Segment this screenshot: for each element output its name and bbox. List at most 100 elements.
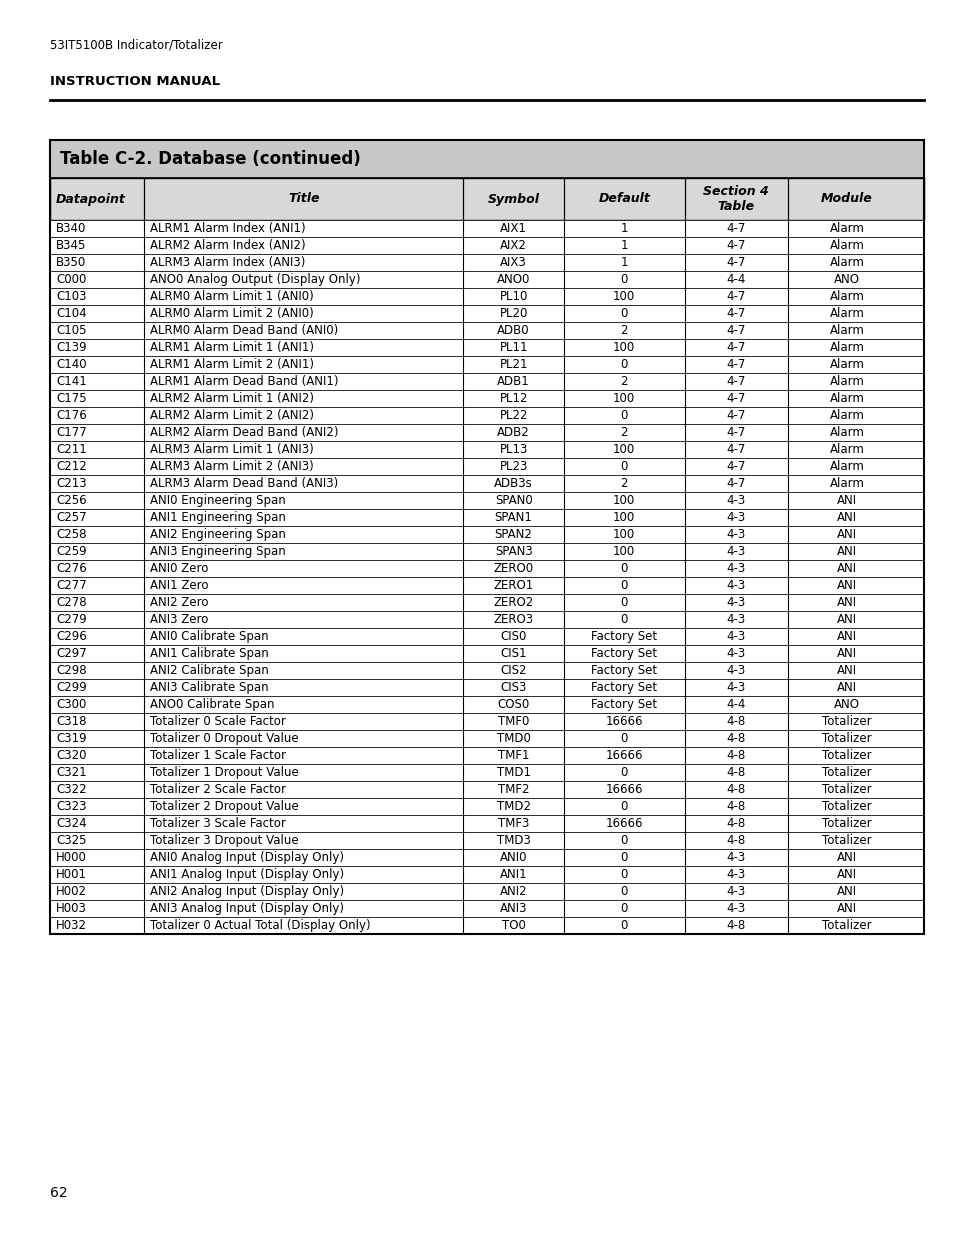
Text: C324: C324 [56,818,87,830]
Text: 0: 0 [619,273,627,287]
Text: 4-3: 4-3 [725,613,745,626]
Text: C103: C103 [56,290,87,303]
Text: ANO: ANO [833,273,860,287]
Text: Factory Set: Factory Set [591,680,657,694]
Text: C319: C319 [56,732,87,745]
Text: ZERO0: ZERO0 [493,562,533,576]
Text: C175: C175 [56,391,87,405]
Text: ANI0 Engineering Span: ANI0 Engineering Span [151,494,286,508]
Text: ANI: ANI [836,494,856,508]
Text: Totalizer 0 Actual Total (Display Only): Totalizer 0 Actual Total (Display Only) [151,919,371,932]
Text: ANI2 Analog Input (Display Only): ANI2 Analog Input (Display Only) [151,885,344,898]
Text: ANI: ANI [836,562,856,576]
Text: ANI: ANI [836,885,856,898]
Text: ANI: ANI [836,529,856,541]
Text: 4-4: 4-4 [725,698,745,711]
Text: ANI3 Engineering Span: ANI3 Engineering Span [151,545,286,558]
Text: Alarm: Alarm [829,358,863,370]
Bar [50,697,923,713]
Text: PL10: PL10 [499,290,527,303]
Text: Totalizer: Totalizer [821,919,871,932]
Text: 100: 100 [613,494,635,508]
Bar [50,254,923,270]
Text: 100: 100 [613,511,635,524]
Text: C256: C256 [56,494,87,508]
Text: ANI3 Zero: ANI3 Zero [151,613,209,626]
Text: PL21: PL21 [498,358,527,370]
Text: ANI: ANI [836,579,856,592]
Text: 4-8: 4-8 [725,834,745,847]
Text: Totalizer 1 Dropout Value: Totalizer 1 Dropout Value [151,766,299,779]
Text: TMD3: TMD3 [497,834,530,847]
Text: Alarm: Alarm [829,290,863,303]
Text: Alarm: Alarm [829,426,863,438]
Text: 62: 62 [50,1186,68,1200]
Text: 2: 2 [619,324,627,337]
Text: 1: 1 [619,256,627,269]
Text: 0: 0 [619,868,627,881]
Bar [50,832,923,848]
Text: ALRM3 Alarm Dead Band (ANI3): ALRM3 Alarm Dead Band (ANI3) [151,477,338,490]
Text: PL22: PL22 [498,409,527,422]
Text: Totalizer: Totalizer [821,783,871,797]
Text: ADB2: ADB2 [497,426,530,438]
Text: Totalizer 3 Dropout Value: Totalizer 3 Dropout Value [151,834,298,847]
Text: C321: C321 [56,766,87,779]
Text: ALRM3 Alarm Limit 1 (ANI3): ALRM3 Alarm Limit 1 (ANI3) [151,443,314,456]
Text: CIS0: CIS0 [500,630,526,643]
Text: Alarm: Alarm [829,375,863,388]
Text: AIX1: AIX1 [499,222,527,235]
Text: ANI1 Engineering Span: ANI1 Engineering Span [151,511,286,524]
Bar [50,373,923,390]
Text: ALRM0 Alarm Limit 2 (ANI0): ALRM0 Alarm Limit 2 (ANI0) [151,308,314,320]
Text: ANI1: ANI1 [499,868,527,881]
Text: ANI0 Calibrate Span: ANI0 Calibrate Span [151,630,269,643]
Text: 100: 100 [613,290,635,303]
Text: C323: C323 [56,800,87,813]
Text: C276: C276 [56,562,87,576]
Text: 4-3: 4-3 [725,868,745,881]
Text: 0: 0 [619,902,627,915]
Text: ALRM3 Alarm Limit 2 (ANI3): ALRM3 Alarm Limit 2 (ANI3) [151,459,314,473]
Text: ANO: ANO [833,698,860,711]
Text: 4-7: 4-7 [725,290,745,303]
Text: 16666: 16666 [605,715,642,727]
Bar [50,424,923,441]
Text: 4-3: 4-3 [725,494,745,508]
Text: C299: C299 [56,680,87,694]
Bar [50,305,923,322]
Text: B345: B345 [56,240,87,252]
Text: AIX2: AIX2 [499,240,527,252]
Text: Alarm: Alarm [829,256,863,269]
Text: 0: 0 [619,409,627,422]
Text: PL20: PL20 [499,308,527,320]
Text: C211: C211 [56,443,87,456]
Bar [50,559,923,577]
Text: C325: C325 [56,834,87,847]
Text: ANO0 Analog Output (Display Only): ANO0 Analog Output (Display Only) [151,273,360,287]
Text: 16666: 16666 [605,748,642,762]
Bar [50,679,923,697]
Text: 4-3: 4-3 [725,630,745,643]
Text: H000: H000 [56,851,87,864]
Text: Alarm: Alarm [829,341,863,354]
Text: CIS3: CIS3 [500,680,526,694]
Text: SPAN3: SPAN3 [495,545,532,558]
Text: B350: B350 [56,256,86,269]
Text: 4-4: 4-4 [725,273,745,287]
Text: 4-7: 4-7 [725,358,745,370]
Text: ZERO1: ZERO1 [493,579,534,592]
Text: B340: B340 [56,222,87,235]
Text: Alarm: Alarm [829,459,863,473]
Text: 4-8: 4-8 [725,732,745,745]
Text: Totalizer 0 Scale Factor: Totalizer 0 Scale Factor [151,715,286,727]
Text: Symbol: Symbol [487,193,539,205]
Text: C296: C296 [56,630,87,643]
Text: 4-3: 4-3 [725,647,745,659]
Text: 4-3: 4-3 [725,529,745,541]
Text: C298: C298 [56,664,87,677]
Text: 4-3: 4-3 [725,562,745,576]
Text: 0: 0 [619,562,627,576]
Text: ANI: ANI [836,613,856,626]
Text: C140: C140 [56,358,87,370]
